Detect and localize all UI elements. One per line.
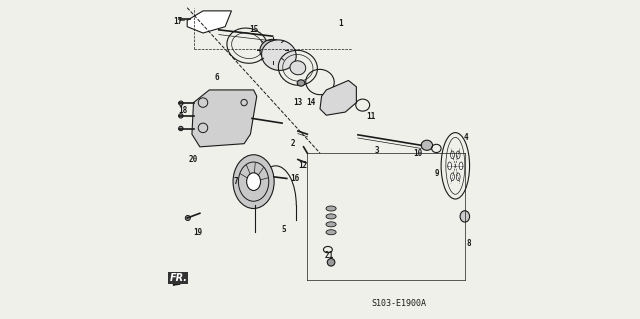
Ellipse shape (326, 230, 336, 235)
Ellipse shape (448, 162, 452, 170)
Ellipse shape (297, 80, 305, 86)
Ellipse shape (421, 140, 433, 150)
Text: 7: 7 (234, 177, 239, 186)
Text: 9: 9 (435, 169, 439, 178)
Text: 4: 4 (463, 133, 468, 142)
Text: S103-E1900A: S103-E1900A (372, 299, 426, 308)
Circle shape (179, 126, 183, 131)
Text: 2: 2 (291, 139, 296, 148)
Text: 10: 10 (413, 149, 422, 158)
Text: FR.: FR. (170, 273, 188, 283)
Ellipse shape (459, 162, 463, 170)
Polygon shape (192, 90, 257, 147)
Ellipse shape (326, 214, 336, 219)
Text: 14: 14 (306, 98, 315, 107)
Ellipse shape (290, 61, 306, 75)
Ellipse shape (262, 40, 296, 70)
Ellipse shape (460, 211, 470, 222)
Ellipse shape (451, 173, 454, 181)
Text: 6: 6 (215, 73, 220, 82)
Text: 13: 13 (293, 98, 303, 107)
Circle shape (327, 258, 335, 266)
Text: 5: 5 (282, 225, 286, 234)
Text: 18: 18 (178, 106, 187, 115)
Ellipse shape (456, 173, 460, 181)
Ellipse shape (326, 206, 336, 211)
Ellipse shape (233, 155, 274, 209)
Text: 21: 21 (325, 251, 334, 260)
Ellipse shape (246, 173, 260, 190)
Text: 8: 8 (467, 239, 471, 248)
Text: 16: 16 (290, 174, 300, 183)
Circle shape (179, 114, 183, 118)
Text: 12: 12 (298, 161, 307, 170)
Ellipse shape (326, 222, 336, 227)
Ellipse shape (451, 151, 454, 159)
Text: 20: 20 (189, 155, 198, 164)
Text: 19: 19 (194, 228, 203, 237)
Circle shape (179, 101, 183, 105)
Circle shape (186, 215, 190, 220)
Text: 1: 1 (339, 19, 343, 28)
Text: 17: 17 (173, 18, 182, 26)
Text: 15: 15 (249, 25, 258, 34)
Ellipse shape (260, 39, 285, 62)
Polygon shape (187, 11, 232, 33)
Text: 3: 3 (374, 145, 380, 154)
Ellipse shape (456, 151, 460, 159)
Polygon shape (320, 80, 356, 115)
Text: 11: 11 (366, 112, 375, 121)
